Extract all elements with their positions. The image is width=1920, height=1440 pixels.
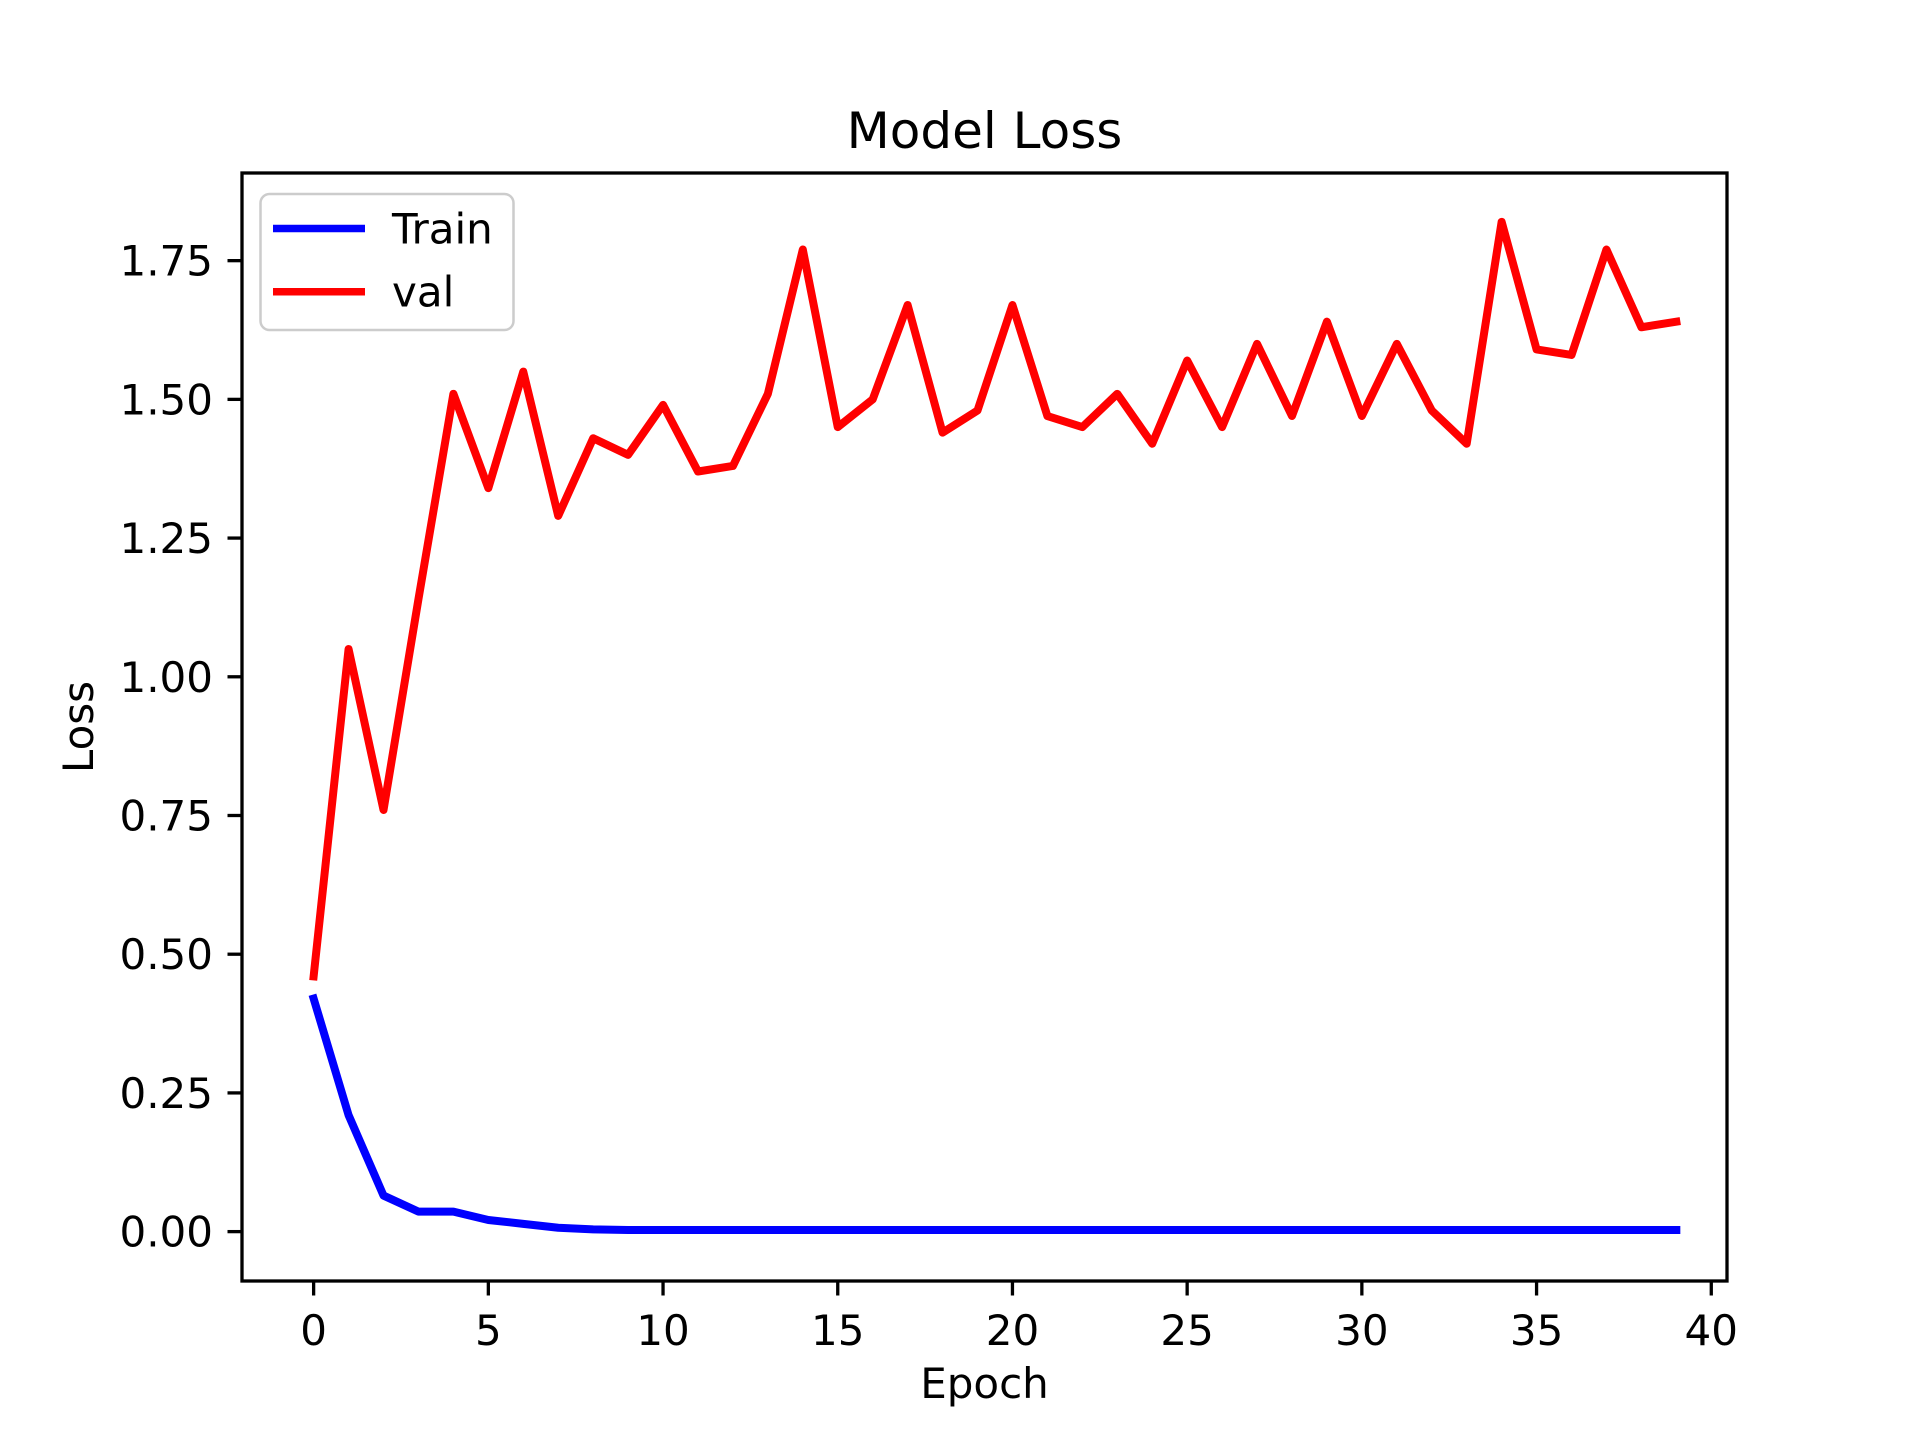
- plot-area-border: [240, 171, 1729, 1283]
- x-tick-label: 15: [811, 1306, 864, 1355]
- legend-val-label: val: [392, 268, 454, 317]
- x-tick-label: 0: [300, 1306, 327, 1355]
- y-axis-ticks: 0.00 0.25 0.50 0.75 1.00 1.25 1.50 1.75: [119, 237, 242, 1257]
- chart-title: Model Loss: [847, 102, 1123, 160]
- y-tick-label: 0.75: [119, 791, 213, 840]
- train-series-line: [308, 993, 1681, 1234]
- legend-train-label: Train: [391, 205, 493, 254]
- y-tick-label: 0.25: [119, 1069, 213, 1118]
- x-tick-label: 25: [1160, 1306, 1213, 1355]
- x-tick-label: 35: [1510, 1306, 1563, 1355]
- x-tick-label: 20: [986, 1306, 1039, 1355]
- x-axis-label: Epoch: [920, 1359, 1049, 1408]
- x-tick-label: 40: [1685, 1306, 1738, 1355]
- x-tick-label: 10: [636, 1306, 689, 1355]
- y-tick-label: 0.00: [119, 1208, 213, 1257]
- y-tick-label: 1.75: [119, 237, 213, 286]
- x-tick-label: 30: [1335, 1306, 1388, 1355]
- val-series-line: [309, 217, 1681, 981]
- y-axis-label: Loss: [54, 681, 103, 773]
- legend: Train val: [259, 192, 515, 332]
- y-tick-label: 1.25: [119, 514, 213, 563]
- y-tick-label: 1.50: [119, 375, 213, 424]
- x-axis-ticks: 0 5 10 15 20 25 30 35 40: [300, 1281, 1738, 1355]
- y-tick-label: 1.00: [119, 653, 213, 702]
- x-tick-label: 5: [475, 1306, 502, 1355]
- y-tick-label: 0.50: [119, 930, 213, 979]
